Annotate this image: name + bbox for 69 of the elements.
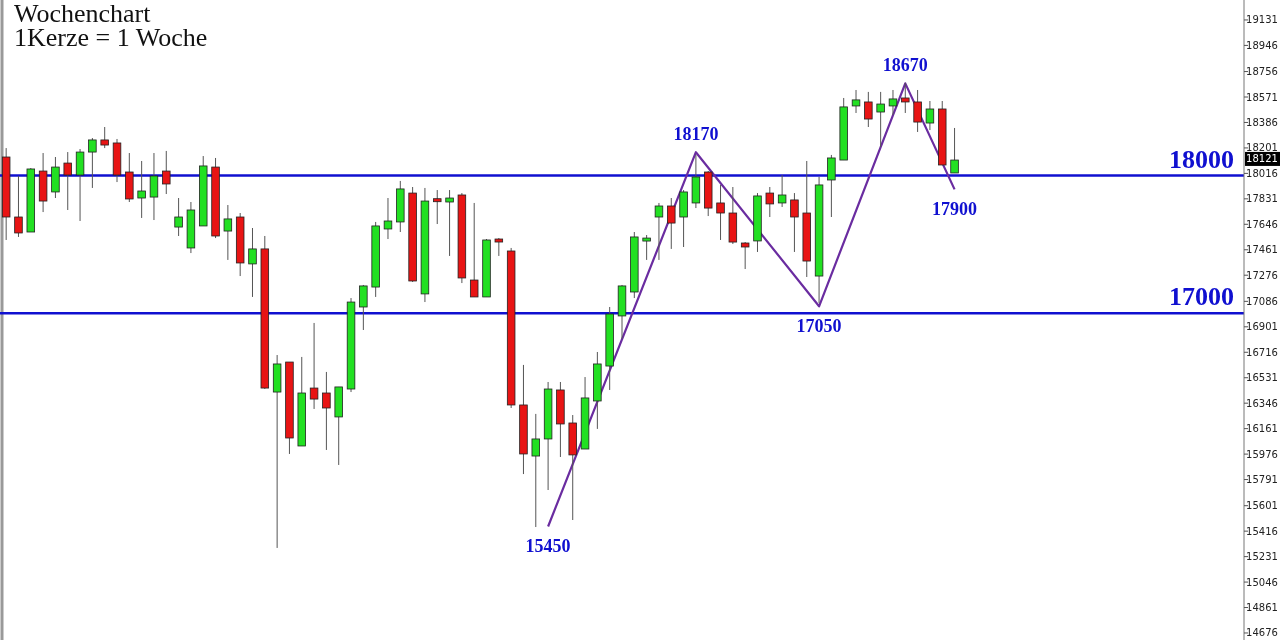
candlestick	[913, 89, 922, 133]
y-tick-label: 16716	[1246, 346, 1278, 358]
candlestick	[654, 202, 664, 261]
y-tick-label: 15046	[1246, 576, 1278, 588]
candlestick	[174, 197, 183, 237]
y-tick-label: 18571	[1246, 91, 1278, 103]
y-tick-label: 18201	[1246, 142, 1278, 154]
candlestick	[75, 148, 85, 222]
candlestick	[827, 154, 836, 218]
y-tick-label: 18016	[1246, 167, 1278, 179]
y-tick-label: 17831	[1246, 193, 1278, 205]
candlestick	[876, 91, 885, 148]
y-tick-label: 18946	[1246, 39, 1278, 51]
annotation: 18670	[882, 55, 928, 76]
y-tick-label: 17646	[1246, 218, 1278, 230]
annotation: 17050	[796, 316, 842, 337]
candlestick	[469, 202, 479, 298]
candlestick	[14, 175, 23, 238]
candlestick	[137, 160, 146, 219]
y-tick-label: 17276	[1246, 269, 1278, 281]
candlestick	[925, 100, 935, 131]
candlestick	[777, 174, 787, 208]
y-tick-label: 17086	[1246, 295, 1278, 307]
y-tick-label: 17461	[1246, 244, 1278, 256]
y-tick-label: 16901	[1246, 321, 1278, 333]
y-tick-label: 18386	[1246, 116, 1278, 128]
candlestick	[888, 89, 898, 116]
y-tick-label: 15976	[1246, 448, 1278, 460]
ref-line-label: 17000	[1169, 282, 1234, 312]
candlestick	[864, 91, 873, 128]
y-tick-label: 15231	[1246, 551, 1278, 563]
candlestick	[248, 227, 257, 298]
candlestick	[790, 192, 799, 253]
y-tick-label: 15601	[1246, 500, 1278, 512]
annotation: 18170	[673, 124, 719, 145]
candlestick	[901, 82, 910, 114]
candlestick	[359, 284, 368, 331]
candlestick	[667, 197, 676, 250]
candlestick	[433, 189, 442, 225]
candlestick	[740, 241, 750, 270]
annotation: 17900	[932, 199, 978, 220]
y-tick-label: 14676	[1246, 627, 1278, 639]
candlestick	[162, 150, 171, 195]
candlestick	[63, 151, 72, 211]
candlestick	[322, 371, 331, 451]
y-tick-label: 15791	[1246, 474, 1278, 486]
candlestick	[223, 204, 233, 261]
candlestick	[950, 127, 959, 174]
candlestick	[851, 89, 861, 114]
candlestick	[642, 234, 651, 261]
y-tick-label: 18756	[1246, 66, 1278, 78]
candlestick	[100, 126, 109, 149]
candlestick	[383, 197, 393, 240]
y-tick-label: 16346	[1246, 397, 1278, 409]
candlestick	[716, 184, 725, 241]
y-tick-label: 14861	[1246, 602, 1278, 614]
candlestick	[531, 413, 540, 528]
candlestick	[149, 152, 159, 221]
candlestick	[765, 186, 775, 218]
annotation: 18121	[1246, 153, 1278, 165]
y-tick-label: 16161	[1246, 423, 1278, 435]
candlestick	[309, 322, 319, 410]
candlestick	[445, 189, 454, 257]
candlestick	[88, 137, 97, 189]
ref-line-label: 18000	[1169, 144, 1234, 174]
y-tick-label: 16531	[1246, 372, 1278, 384]
y-tick-label: 19131	[1246, 14, 1278, 26]
annotation: 15450	[525, 536, 571, 557]
y-tick-label: 15416	[1246, 525, 1278, 537]
